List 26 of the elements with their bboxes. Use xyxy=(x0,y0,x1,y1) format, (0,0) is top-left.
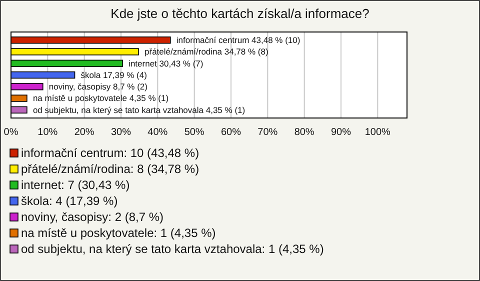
x-tick-label: 90% xyxy=(330,127,352,138)
data-label: od subjektu, na který se tato karta vztahovala 4,35 % (1) xyxy=(32,104,246,115)
x-tick-label: 30% xyxy=(110,127,132,138)
x-tick-label: 0% xyxy=(4,127,18,138)
x-tick-label: 10% xyxy=(38,127,58,138)
x-tick-label: 80% xyxy=(294,127,314,138)
data-label: noviny, časopisy 8,7 % (2) xyxy=(48,82,148,92)
x-tick-label: 50% xyxy=(184,127,204,138)
legend-label: od subjektu, na který se tato karta vztahovala: 1 (4,35 %) xyxy=(21,242,324,256)
legend-label: noviny, časopisy: 2 (8,7 %) xyxy=(21,210,164,224)
data-label: internet 30,43 % (7) xyxy=(128,58,204,68)
x-tick-label: 20% xyxy=(74,127,94,138)
chart-title: Kde jste o těchto kartách získal/a informace? xyxy=(110,6,370,21)
x-tick-label: 70% xyxy=(258,127,278,138)
data-label: škola 17,39 % (4) xyxy=(80,70,148,80)
legend-label: přátelé/známí/rodina: 8 (34,78 %) xyxy=(21,162,200,176)
data-label: informační centrum 43,48 % (10) xyxy=(176,35,300,46)
legend-label: informační centrum: 10 (43,48 %) xyxy=(21,146,200,160)
data-label: na místě u poskytovatele 4,35 % (1) xyxy=(32,93,169,104)
x-tick-label: 100% xyxy=(364,127,391,138)
data-label: přátelé/známí/rodina 34,78 % (8) xyxy=(144,46,268,57)
legend-label: na místě u poskytovatele: 1 (4,35 %) xyxy=(21,226,216,240)
legend-label: internet: 7 (30,43 %) xyxy=(21,178,130,192)
x-tick-label: 60% xyxy=(220,127,242,138)
legend-label: škola: 4 (17,39 %) xyxy=(21,194,118,208)
x-tick-label: 40% xyxy=(148,127,168,138)
